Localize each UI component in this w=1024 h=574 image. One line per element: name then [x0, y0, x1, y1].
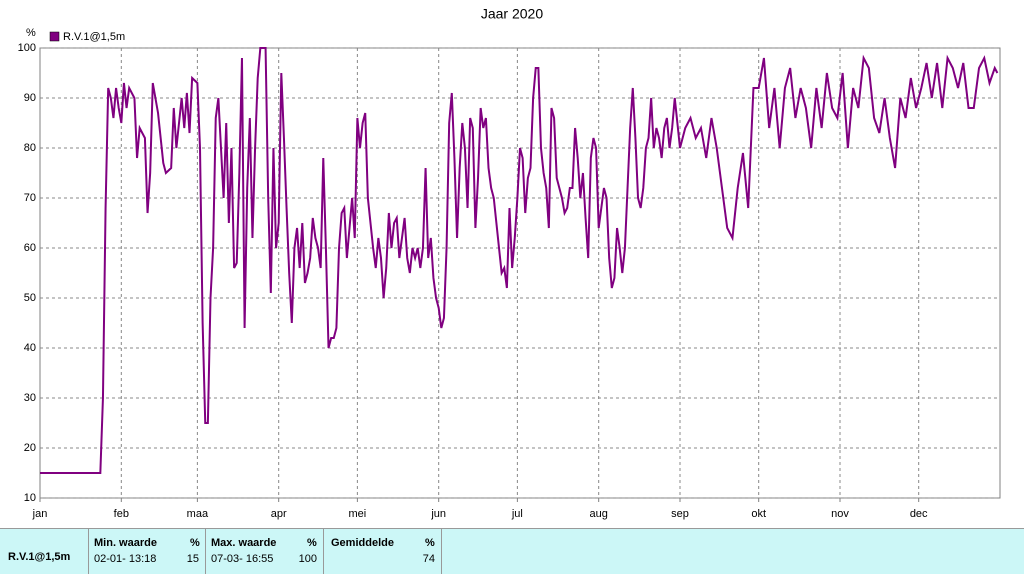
legend-swatch: [49, 31, 60, 42]
y-unit: %: [26, 27, 36, 39]
min-header: Min. waarde: [94, 537, 157, 549]
summary-label: R.V.1@1,5m: [8, 551, 71, 563]
x-tick-label: mei: [349, 508, 367, 520]
x-tick-label: jan: [32, 508, 48, 520]
y-tick-label: 30: [24, 392, 36, 404]
y-tick-label: 80: [24, 142, 36, 154]
legend-label: R.V.1@1,5m: [63, 31, 125, 43]
x-tick-label: okt: [751, 508, 766, 520]
max-unit: %: [307, 537, 317, 549]
data-line: [40, 47, 999, 474]
chart-title: Jaar 2020: [481, 6, 543, 22]
avg-value: 74: [422, 553, 435, 565]
y-tick-label: 60: [24, 242, 36, 254]
max-header: Max. waarde: [211, 537, 277, 549]
x-tick-label: feb: [114, 508, 129, 520]
max-value: 100: [298, 553, 317, 565]
x-tick-label: dec: [910, 508, 928, 520]
y-tick-label: 50: [24, 292, 36, 304]
x-tick-label: jun: [430, 508, 446, 520]
max-time: 07-03- 16:55: [211, 553, 274, 565]
chart: Jaar 2020 % R.V.1@1,5m 10 20 30 40 50 60 70 80 9…: [18, 6, 1001, 520]
min-unit: %: [190, 537, 200, 549]
y-tick-label: 40: [24, 342, 36, 354]
y-tick-label: 20: [24, 442, 36, 454]
x-tick-label: sep: [671, 508, 689, 520]
y-tick-label: 90: [24, 92, 36, 104]
y-tick-label: 70: [24, 192, 36, 204]
avg-header: Gemiddelde: [331, 537, 394, 549]
y-tick-label: 10: [24, 492, 36, 504]
summary-bar: R.V.1@1,5m Min. waarde % 02-01- 13:18 15…: [0, 528, 1024, 574]
avg-unit: %: [425, 537, 435, 549]
x-tick-label: apr: [271, 508, 287, 520]
x-tick-label: jul: [511, 508, 523, 520]
x-tick-label: nov: [831, 508, 849, 520]
y-tick-label: 100: [18, 42, 36, 54]
min-time: 02-01- 13:18: [94, 553, 157, 565]
x-tick-label: aug: [590, 508, 608, 520]
x-tick-label: maa: [187, 508, 209, 520]
min-value: 15: [186, 553, 199, 565]
